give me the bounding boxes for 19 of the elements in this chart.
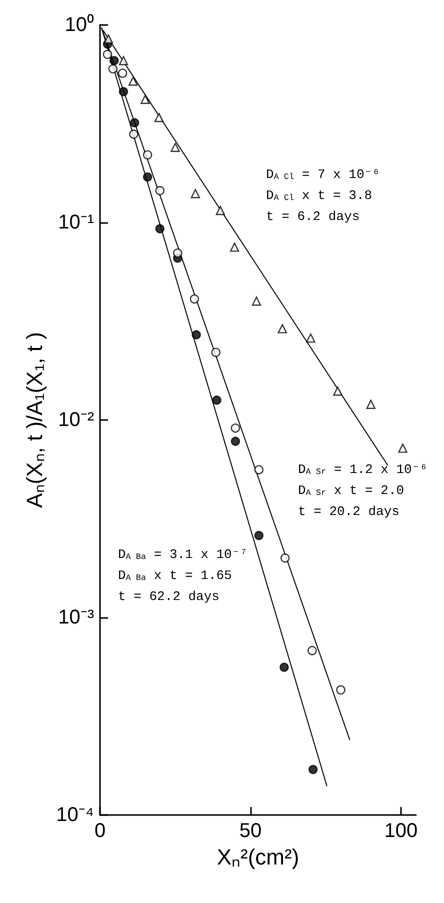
y-tick-label: 10⁻²	[58, 409, 94, 431]
annotation: DA Sr = 1.2 x 10⁻⁶	[298, 462, 428, 478]
x-tick-label: 100	[384, 820, 418, 842]
annotation: t = 62.2 days	[118, 589, 220, 604]
annotation: DA Cl = 7 x 10⁻⁶	[266, 167, 380, 182]
annotation: t = 20.2 days	[298, 504, 400, 519]
y-tick-label: 10⁻¹	[58, 212, 94, 234]
y-tick-label: 10⁻³	[58, 606, 94, 628]
y-tick-label: 10⁰	[64, 13, 94, 36]
x-tick-label: 50	[239, 820, 262, 842]
annotation: DA Sr x t = 2.0	[298, 483, 404, 498]
y-tick-label: 10⁻⁴	[56, 804, 94, 826]
annotation: DA Ba x t = 1.65	[118, 568, 232, 584]
x-tick-label: 0	[94, 820, 106, 842]
annotation: t = 6.2 days	[266, 209, 360, 224]
annotation: DA Cl x t = 3.8	[266, 188, 372, 204]
y-axis-title: Aₙ(Xₙ, t )/A₁(X₁, t )	[22, 332, 47, 508]
annotation: DA Ba = 3.1 x 10⁻⁷	[118, 547, 248, 562]
x-axis-title: Xₙ²(cm²)	[216, 844, 300, 870]
